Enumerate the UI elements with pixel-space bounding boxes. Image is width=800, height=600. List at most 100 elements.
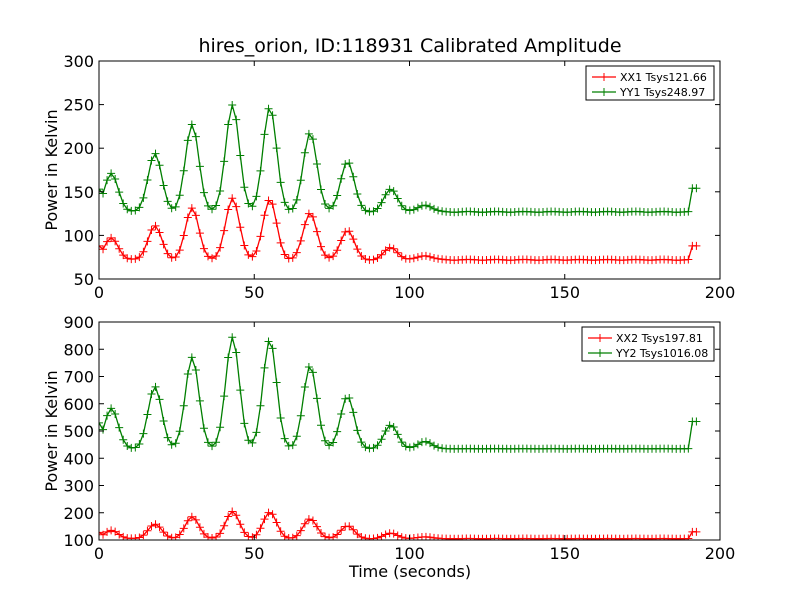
top-series-2-point [421,201,430,210]
top-series-1-point [405,254,414,263]
top-y-tick-label: 200 [63,139,94,158]
top-series-1 [99,194,701,265]
bottom-series-2-point [163,433,172,442]
bottom-series-1-point [131,534,140,540]
top-series-1-point [377,250,386,259]
bottom-series-1-point [135,533,144,540]
top-series-1-point [208,254,217,263]
top-y-axis-label: Power in Kelvin [42,109,61,230]
bottom-series-2-point [131,443,140,452]
top-series-2-point [337,174,346,183]
bottom-series-2-point [179,401,188,410]
bottom-series-2-point [123,441,132,450]
bottom-series-2-point [155,395,164,404]
top-series-1-point [304,209,313,218]
bottom-series-1-point [333,530,342,539]
top-series-2-point [369,207,378,216]
bottom-series-2-point [268,344,277,353]
top-series-2-point [409,205,418,214]
top-series-1-point [183,213,192,222]
top-series-1-point [288,253,297,262]
top-series-1-point [329,252,338,261]
top-series-2-point [341,160,350,169]
top-series-2-point [296,176,305,185]
top-series-1-point [159,240,168,249]
top-series-2-point [107,169,116,178]
top-series-1-point [99,241,103,250]
top-series-1-point [143,237,152,246]
top-series-2-point [280,198,289,207]
top-series-2-point [139,193,148,202]
top-series-2-point [401,205,410,214]
top-series-1-point [131,254,140,263]
top-series-2-point [167,204,176,213]
bottom-series-2-point [325,441,334,450]
bottom-series-1-point [224,512,233,521]
top-series-1-point [155,228,164,237]
top-series-2-point [349,172,358,181]
top-legend-marker [600,73,608,81]
bottom-series-1-point [337,526,346,535]
top-series-2-point [276,178,285,187]
top-series-2-point [325,204,334,213]
bottom-series-2 [99,333,701,453]
bottom-x-tick-label: 50 [244,544,264,563]
top-series-2-point [175,191,184,200]
top-series-2-point [99,185,103,194]
top-series-2-point [381,190,390,199]
top-series-1-point [216,243,225,252]
top-series-1-point [272,219,281,228]
bottom-series-1-point [236,520,245,529]
bottom-y-axis-label: Power in Kelvin [42,370,61,491]
bottom-series-2-point [151,382,160,391]
bottom-series-1-point [381,530,390,539]
top-series-2-point [304,129,313,138]
top-series-1-point [220,226,229,235]
top-series-2-point [260,130,269,139]
bottom-series-1-point [99,530,108,539]
bottom-series-2-point [369,443,378,452]
bottom-series-1 [99,507,701,540]
top-series-1-point [232,202,241,211]
bottom-series-2-point [272,378,281,387]
bottom-series-1-point [252,530,261,539]
top-series-2-point [151,149,160,158]
top-series-2-point [288,204,297,213]
top-series-2-point [115,188,124,197]
top-series-1-point [264,196,273,205]
bottom-series-2-point [353,426,362,435]
bottom-series-1-point [107,526,116,535]
bottom-series-1-point [171,533,180,540]
bottom-series-2-point [191,366,200,375]
top-series-2-point [308,135,317,144]
top-series-1-point [171,253,180,262]
top-series-2-point [203,201,212,210]
top-series-2-point [434,206,443,215]
top-series-2-point [135,203,144,212]
bottom-series-1-point [413,533,422,540]
bottom-series-1-point [179,524,188,533]
top-series-1-point [147,226,156,235]
bottom-series-2-point [361,443,370,452]
bottom-series-2-point [296,411,305,420]
bottom-series-2-point [333,427,342,436]
bottom-series-2-point [317,421,326,430]
bottom-series-1-point [99,528,103,537]
top-series-2-point [377,198,386,207]
bottom-series-2-point [345,394,354,403]
top-y-tick-label: 250 [63,96,94,115]
top-series-1-point [195,229,204,238]
top-series-2-point [430,204,439,213]
top-series-1-point [413,253,422,262]
top-series-2-point [357,201,366,210]
top-series-1-point [107,233,116,242]
bottom-y-tick-label: 400 [63,449,94,468]
top-series-2-point [284,205,293,214]
bottom-series-2-point [288,441,297,450]
bottom-series-2-point [256,401,265,410]
bottom-series-1-point [312,522,321,531]
bottom-series-2-point [119,435,128,444]
bottom-series-2-point [430,441,439,450]
bottom-series-1-point [260,515,269,524]
top-series-2-point [232,115,241,124]
